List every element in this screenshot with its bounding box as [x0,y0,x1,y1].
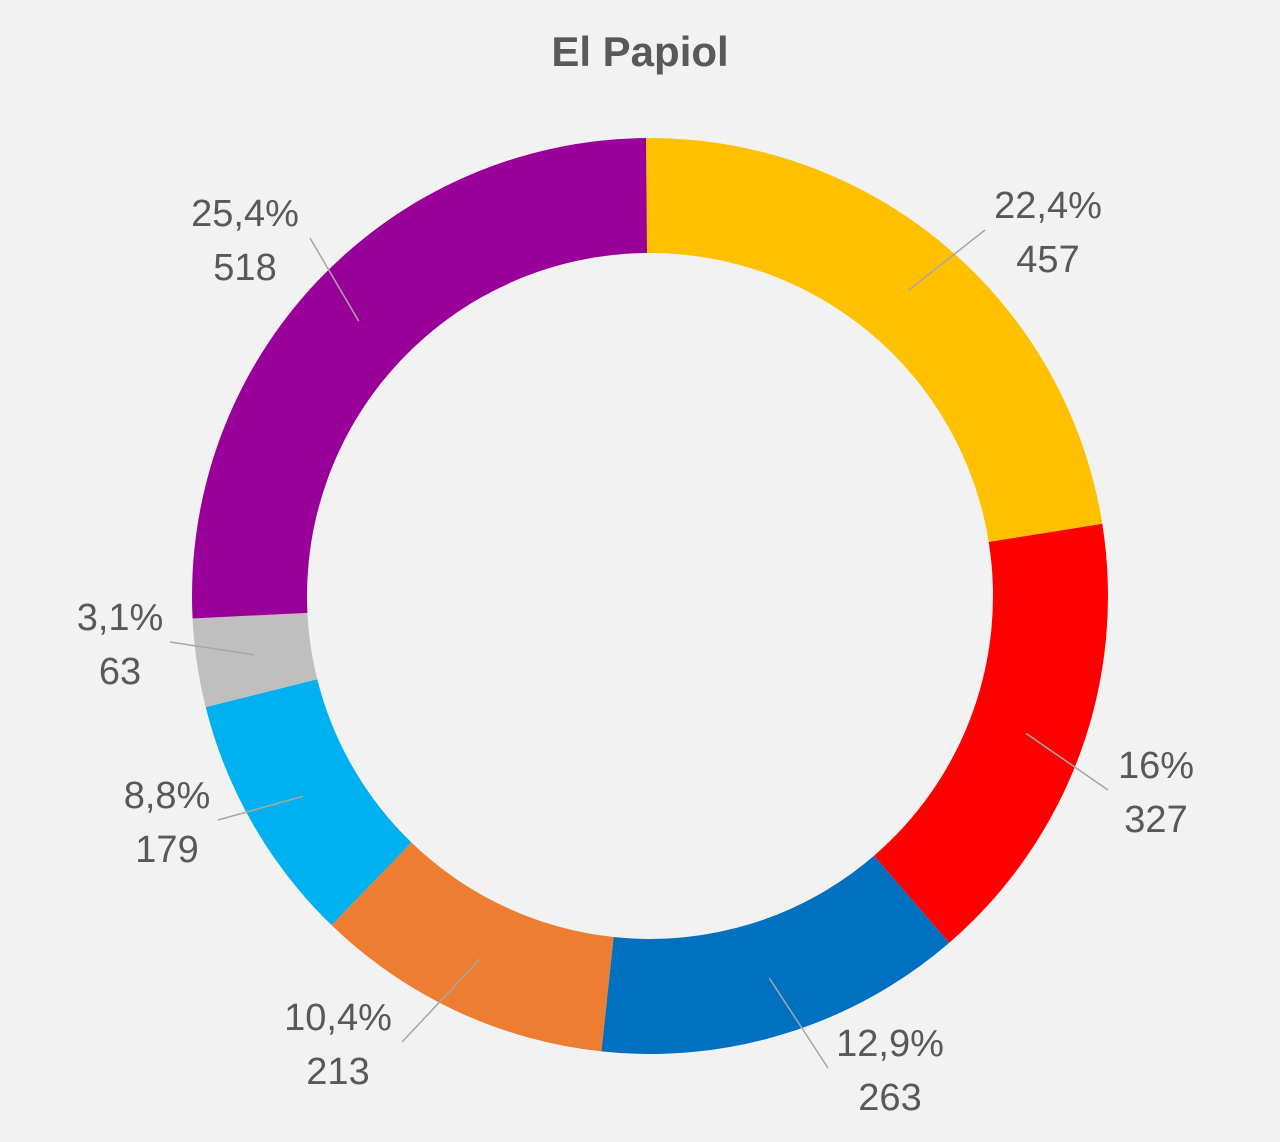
slice-percent-label-3: 10,4% [284,997,392,1039]
leader-line-1 [1025,732,1109,791]
chart-title: El Papiol [551,28,729,75]
slice-percent-label-5: 3,1% [77,597,164,639]
slice-value-label-5: 63 [99,651,141,693]
donut-slice-0 [646,138,1103,543]
slice-value-label-4: 179 [135,829,198,871]
donut-slice-6 [192,138,648,619]
leader-line-4 [217,795,304,821]
leader-line-3 [401,958,481,1043]
slice-percent-label-2: 12,9% [836,1023,944,1065]
donut-slice-4 [205,679,412,926]
leader-line-6 [309,237,360,322]
slice-percent-label-0: 22,4% [994,185,1102,227]
donut-slice-1 [874,523,1108,943]
slice-percent-label-1: 16% [1118,745,1194,787]
donut-slice-3 [331,842,614,1052]
slice-value-label-1: 327 [1124,799,1187,841]
leader-line-5 [169,641,254,656]
slice-value-label-0: 457 [1016,239,1079,281]
slice-percent-label-6: 25,4% [191,193,299,235]
slice-value-label-6: 518 [213,247,276,289]
slice-value-label-2: 263 [858,1077,921,1119]
slice-value-label-3: 213 [306,1051,369,1093]
slice-percent-label-4: 8,8% [124,775,211,817]
donut-slice-2 [601,855,950,1054]
leader-line-0 [908,229,986,291]
donut-slice-5 [192,612,318,708]
leader-line-2 [768,977,829,1069]
